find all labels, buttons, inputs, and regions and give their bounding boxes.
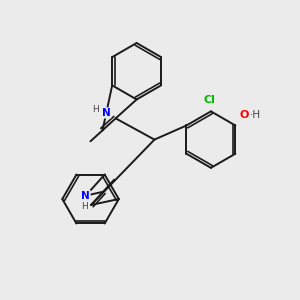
Text: N: N <box>81 190 90 201</box>
Text: H: H <box>81 202 88 211</box>
Text: O: O <box>240 110 249 120</box>
Text: ·H: ·H <box>250 110 261 120</box>
Text: H: H <box>92 105 98 114</box>
Text: Cl: Cl <box>203 95 215 105</box>
Text: N: N <box>102 108 111 118</box>
